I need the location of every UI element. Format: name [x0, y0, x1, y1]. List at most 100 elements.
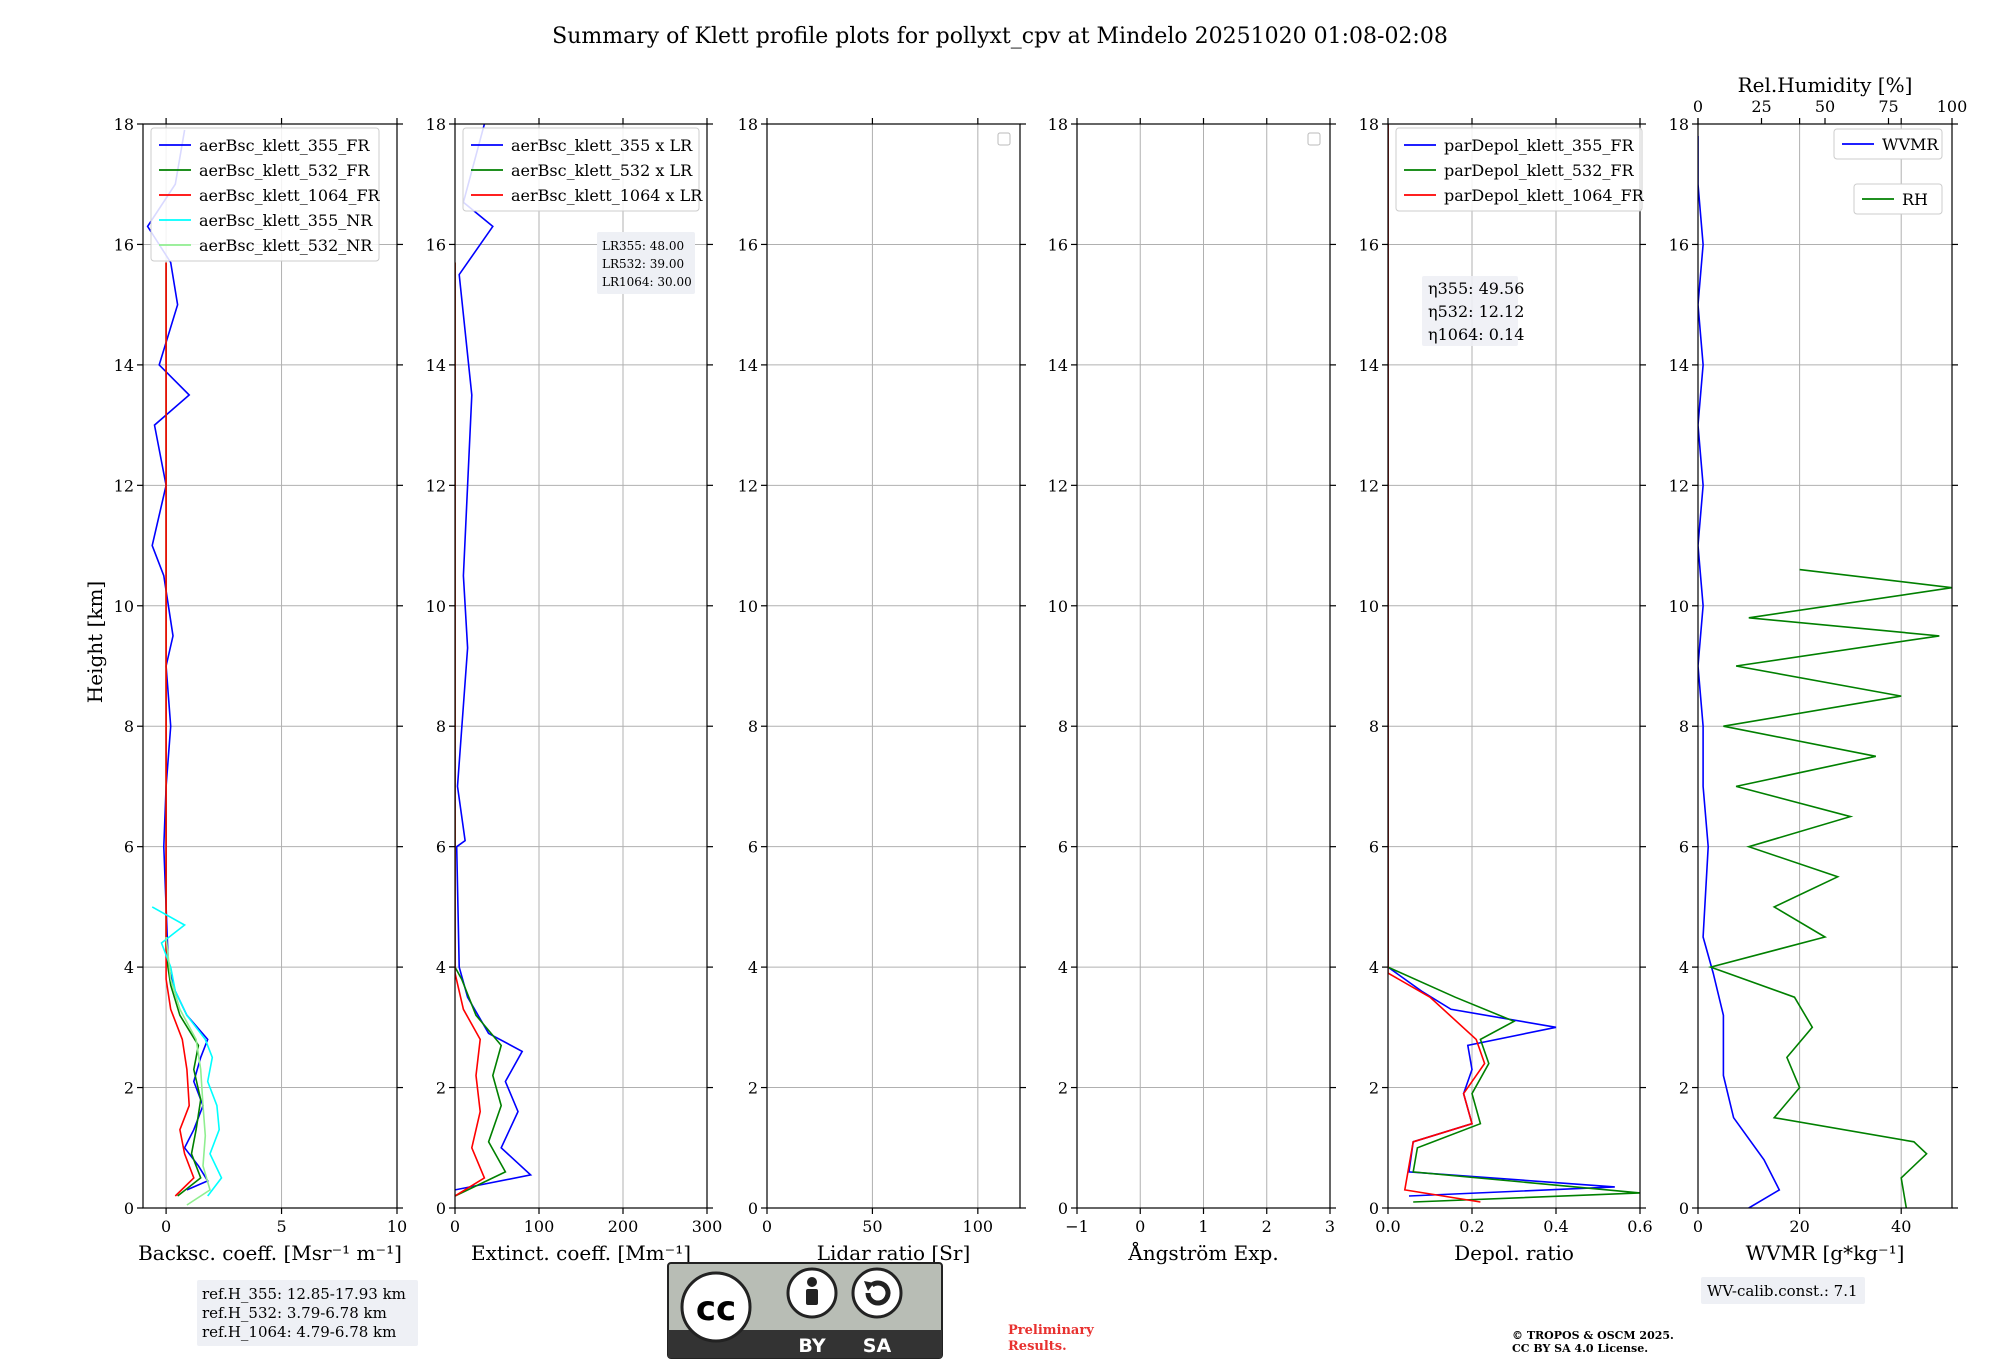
x-tick-label: 200 — [608, 1217, 639, 1236]
x-tick-label: 0.2 — [1459, 1217, 1484, 1236]
y-tick-label: 4 — [1058, 958, 1068, 977]
series-line-ext-0 — [455, 124, 533, 1191]
legend-ext: aerBsc_klett_355 x LR aerBsc_klett_532 x … — [462, 127, 703, 212]
y-tick-label: 18 — [738, 115, 758, 134]
annotation-line: η355: 49.56 — [1428, 279, 1524, 298]
x-tick-label: 50 — [862, 1217, 882, 1236]
x-tick-label: 0 — [161, 1217, 171, 1236]
legend-wv-0: WVMR — [1833, 128, 1943, 160]
top-x-tick-label: 0 — [1693, 97, 1703, 116]
legend-label: parDepol_klett_1064_FR — [1444, 186, 1645, 205]
x-tick-label: 40 — [1891, 1217, 1911, 1236]
legend-frame — [462, 127, 700, 212]
legend-label: parDepol_klett_355_FR — [1444, 136, 1635, 155]
panel-depol: 0 2 4 6 8 10 12 14 16 18 0.0 0.2 0.4 0.6 Depol. ratio p… — [1359, 115, 1653, 1265]
y-tick-label: 10 — [426, 597, 446, 616]
y-tick-label: 6 — [748, 838, 758, 857]
annotation-line: η532: 12.12 — [1428, 302, 1524, 321]
y-tick-label: 6 — [1679, 838, 1689, 857]
annotation-box — [1701, 1277, 1865, 1304]
top-x-tick-label: 75 — [1878, 97, 1898, 116]
y-tick-label: 14 — [426, 356, 446, 375]
legend-frame — [1395, 127, 1643, 212]
legend-bsc: aerBsc_klett_355_FR aerBsc_klett_532_FRae… — [150, 127, 381, 262]
x-tick-label: 0.4 — [1543, 1217, 1568, 1236]
y-tick-label: 16 — [738, 235, 758, 254]
x-axis-label: WVMR [g*kg⁻¹] — [1746, 1241, 1905, 1265]
legend-frame — [1833, 128, 1943, 160]
x-tick-label: 0 — [762, 1217, 772, 1236]
figure-title: Summary of Klett profile plots for polly… — [552, 24, 1448, 49]
license-sa: SA — [863, 1335, 892, 1357]
y-tick-label: 12 — [1669, 476, 1689, 495]
series-line-bsc-1 — [165, 262, 202, 1197]
y-tick-label: 12 — [738, 476, 758, 495]
legend-frame — [1853, 183, 1943, 215]
y-tick-label: 8 — [748, 717, 758, 736]
panel-bsc: 0 2 4 6 8 10 12 14 16 18 0 5 10 Backsc. coeff. [Msr⁻¹… — [114, 115, 418, 1346]
series-line-bsc-3 — [151, 906, 223, 1197]
x-axis-label: Extinct. coeff. [Mm⁻¹] — [471, 1241, 691, 1265]
y-tick-label: 18 — [1048, 115, 1068, 134]
copyright-line-2: CC BY SA 4.0 License. — [1512, 1342, 1648, 1355]
empty-legend-box — [997, 132, 1011, 146]
series-line-bsc-2 — [165, 262, 195, 1197]
annotation-box — [597, 232, 695, 294]
legend-wv-1: RH — [1853, 183, 1943, 215]
y-tick-label: 10 — [1669, 597, 1689, 616]
preliminary-note: Preliminary — [1008, 1323, 1094, 1338]
legend-frame — [150, 127, 380, 262]
y-tick-label: 12 — [426, 476, 446, 495]
cc-icon — [680, 1271, 752, 1343]
y-tick-label: 2 — [1369, 1079, 1379, 1098]
y-tick-label: 2 — [436, 1079, 446, 1098]
x-tick-label: 5 — [276, 1217, 286, 1236]
y-tick-label: 8 — [436, 717, 446, 736]
series-line-bsc-4 — [165, 936, 211, 1206]
axes-frame — [1387, 123, 1641, 1209]
y-tick-label: 14 — [1359, 356, 1379, 375]
y-tick-label: 0 — [748, 1199, 758, 1218]
series-line-ext-1 — [455, 262, 507, 1197]
x-tick-label: 1 — [1198, 1217, 1208, 1236]
legend-label: parDepol_klett_532_FR — [1444, 161, 1635, 180]
y-tick-label: 4 — [124, 958, 134, 977]
cc-license-badge: cc BY SA — [667, 1262, 943, 1359]
y-tick-label: 12 — [1048, 476, 1068, 495]
y-tick-label: 18 — [426, 115, 446, 134]
panel-lr: 0 2 4 6 8 10 12 14 16 18 0 50 100 Lidar ratio [Sr] — [738, 115, 1026, 1265]
y-tick-label: 2 — [124, 1079, 134, 1098]
annotation-line: LR1064: 30.00 — [602, 275, 692, 289]
y-tick-label: 4 — [1369, 958, 1379, 977]
annotation-box — [197, 1280, 418, 1346]
x-tick-label: 0.6 — [1627, 1217, 1652, 1236]
y-tick-label: 2 — [748, 1079, 758, 1098]
y-tick-label: 6 — [1058, 838, 1068, 857]
license-by: BY — [798, 1335, 825, 1357]
annotation-line: η1064: 0.14 — [1428, 325, 1524, 344]
legend-label: aerBsc_klett_1064 x LR — [511, 186, 703, 205]
x-axis-label: Ångström Exp. — [1127, 1240, 1278, 1265]
y-tick-label: 0 — [1369, 1199, 1379, 1218]
legend-label: aerBsc_klett_532_NR — [199, 236, 373, 255]
y-tick-label: 16 — [1048, 235, 1068, 254]
empty-legend-box — [1307, 132, 1321, 146]
legend-label: aerBsc_klett_355_NR — [199, 211, 373, 230]
series-line-wv-0 — [1698, 136, 1781, 1208]
series-line-wv-1 — [1708, 568, 1952, 1208]
x-axis-label: Backsc. coeff. [Msr⁻¹ m⁻¹] — [138, 1241, 402, 1265]
y-tick-label: 6 — [1369, 838, 1379, 857]
y-tick-label: 4 — [748, 958, 758, 977]
x-tick-label: 300 — [692, 1217, 723, 1236]
y-tick-label: 0 — [124, 1199, 134, 1218]
y-tick-label: 14 — [1669, 356, 1689, 375]
y-tick-label: 6 — [436, 838, 446, 857]
y-tick-label: 16 — [1359, 235, 1379, 254]
legend-label: aerBsc_klett_355 x LR — [511, 136, 693, 155]
annotation-line: LR355: 48.00 — [602, 239, 684, 253]
top-x-tick-label: 100 — [1937, 97, 1968, 116]
